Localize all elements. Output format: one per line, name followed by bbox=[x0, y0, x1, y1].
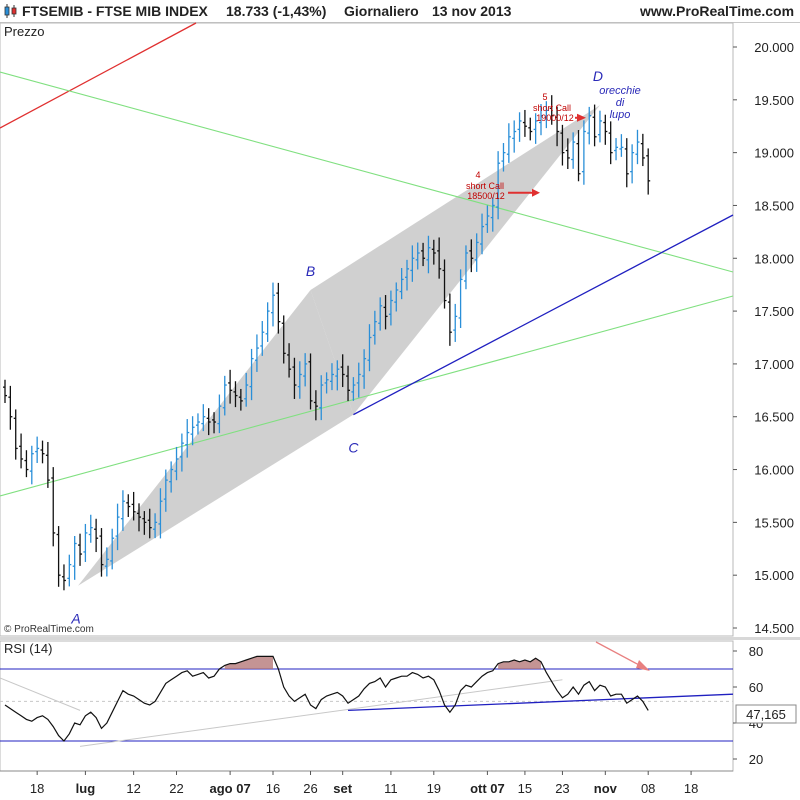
orecchie-di-lupo-label: orecchie bbox=[599, 85, 641, 97]
annotation-5-strike: 19000/12 bbox=[536, 113, 574, 123]
orecchie-di-lupo-label: lupo bbox=[610, 109, 631, 121]
instrument-name: FTSEMIB - FTSE MIB INDEX bbox=[22, 3, 208, 19]
x-tick-label: nov bbox=[594, 781, 618, 796]
rsi-panel-title: RSI (14) bbox=[4, 641, 52, 656]
chart-period: Giornaliero bbox=[344, 3, 419, 19]
green-trendline-upper bbox=[0, 71, 734, 273]
last-quote: 18.733 (-1,43%) bbox=[226, 3, 327, 19]
price-tick-label: 15.500 bbox=[754, 515, 794, 530]
x-tick-label: set bbox=[333, 781, 352, 796]
x-tick-label: 19 bbox=[427, 781, 441, 796]
pattern-triangle-abc bbox=[78, 289, 354, 586]
price-tick-label: 19.500 bbox=[754, 93, 794, 108]
price-tick-label: 18.000 bbox=[754, 251, 794, 266]
price-tick-label: 18.500 bbox=[754, 198, 794, 213]
price-tick-label: 16.500 bbox=[754, 410, 794, 425]
price-tick-label: 15.000 bbox=[754, 568, 794, 583]
annotation-4-step: 4 bbox=[475, 170, 480, 180]
price-tick-label: 20.000 bbox=[754, 40, 794, 55]
x-tick-label: ott 07 bbox=[470, 781, 505, 796]
price-tick-label: 17.500 bbox=[754, 304, 794, 319]
green-trendline-lower bbox=[0, 295, 734, 497]
red-trendline bbox=[0, 22, 197, 129]
rsi-overbought-fill bbox=[224, 656, 273, 669]
pattern-label-d: D bbox=[593, 68, 603, 84]
rsi-tick-label: 80 bbox=[749, 644, 763, 659]
pattern-triangle-bcd bbox=[310, 105, 600, 415]
x-tick-label: 23 bbox=[555, 781, 569, 796]
rsi-panel: RSI (14)8060402047,165 bbox=[0, 640, 797, 772]
rsi-grey-line-left bbox=[0, 677, 81, 711]
rsi-blue-support-line bbox=[348, 693, 734, 712]
price-panel-title: Prezzo bbox=[4, 24, 44, 39]
rsi-overbought-fill bbox=[498, 658, 541, 669]
x-axis: 18 lug 12 22 ago 07 16 26 set 11 19 ott 07 15 23 nov 0… bbox=[0, 770, 733, 796]
rsi-line bbox=[4, 655, 649, 742]
rsi-tick-label: 20 bbox=[749, 752, 763, 767]
x-tick-label: lug bbox=[76, 781, 96, 796]
pattern-label-a: A bbox=[70, 611, 80, 627]
x-tick-label: 22 bbox=[169, 781, 183, 796]
x-tick-label: 18 bbox=[30, 781, 44, 796]
blue-support-line bbox=[353, 214, 734, 416]
site-name[interactable]: www.ProRealTime.com bbox=[640, 3, 795, 19]
price-tick-label: 17.000 bbox=[754, 357, 794, 372]
candlestick-icon bbox=[4, 4, 17, 18]
watermark-label: © ProRealTime.com bbox=[4, 624, 94, 635]
x-tick-label: ago 07 bbox=[210, 781, 251, 796]
rsi-tick-label: 60 bbox=[749, 680, 763, 695]
rsi-value-label: 47,165 bbox=[746, 707, 786, 722]
chart-date: 13 nov 2013 bbox=[432, 3, 512, 19]
annotation-4-strike: 18500/12 bbox=[467, 191, 505, 201]
annotation-4-arrow-head bbox=[532, 188, 540, 197]
orecchie-di-lupo-label: di bbox=[616, 97, 625, 109]
rsi-plot-area bbox=[0, 640, 734, 772]
price-tick-label: 19.000 bbox=[754, 146, 794, 161]
rsi-grey-line-right bbox=[79, 679, 563, 747]
x-tick-label: 12 bbox=[126, 781, 140, 796]
x-tick-label: 11 bbox=[384, 781, 398, 796]
annotation-5-step: 5 bbox=[542, 92, 547, 102]
annotation-5-label: short Call bbox=[533, 103, 571, 113]
title-bar: FTSEMIB - FTSE MIB INDEX 18.733 (-1,43%)… bbox=[0, 0, 800, 23]
annotation-4-label: short Call bbox=[466, 181, 504, 191]
rsi-divergence-arrow-head bbox=[636, 660, 650, 671]
x-tick-label: 26 bbox=[303, 781, 317, 796]
rsi-value-box bbox=[735, 704, 797, 724]
x-tick-label: 15 bbox=[518, 781, 532, 796]
rsi-divergence-arrow-shaft bbox=[595, 641, 642, 667]
x-tick-label: 18 bbox=[684, 781, 698, 796]
annotation-5-arrow-head bbox=[577, 113, 586, 122]
pattern-label-c: C bbox=[348, 440, 359, 456]
price-tick-label: 16.000 bbox=[754, 463, 794, 478]
pattern-label-b: B bbox=[306, 263, 315, 279]
x-tick-label: 08 bbox=[641, 781, 655, 796]
price-tick-label: 14.500 bbox=[754, 621, 794, 636]
x-tick-label: 16 bbox=[266, 781, 280, 796]
price-panel: 20.000 19.500 19.000 18.500 18.000 17.500 17.0… bbox=[0, 22, 800, 640]
